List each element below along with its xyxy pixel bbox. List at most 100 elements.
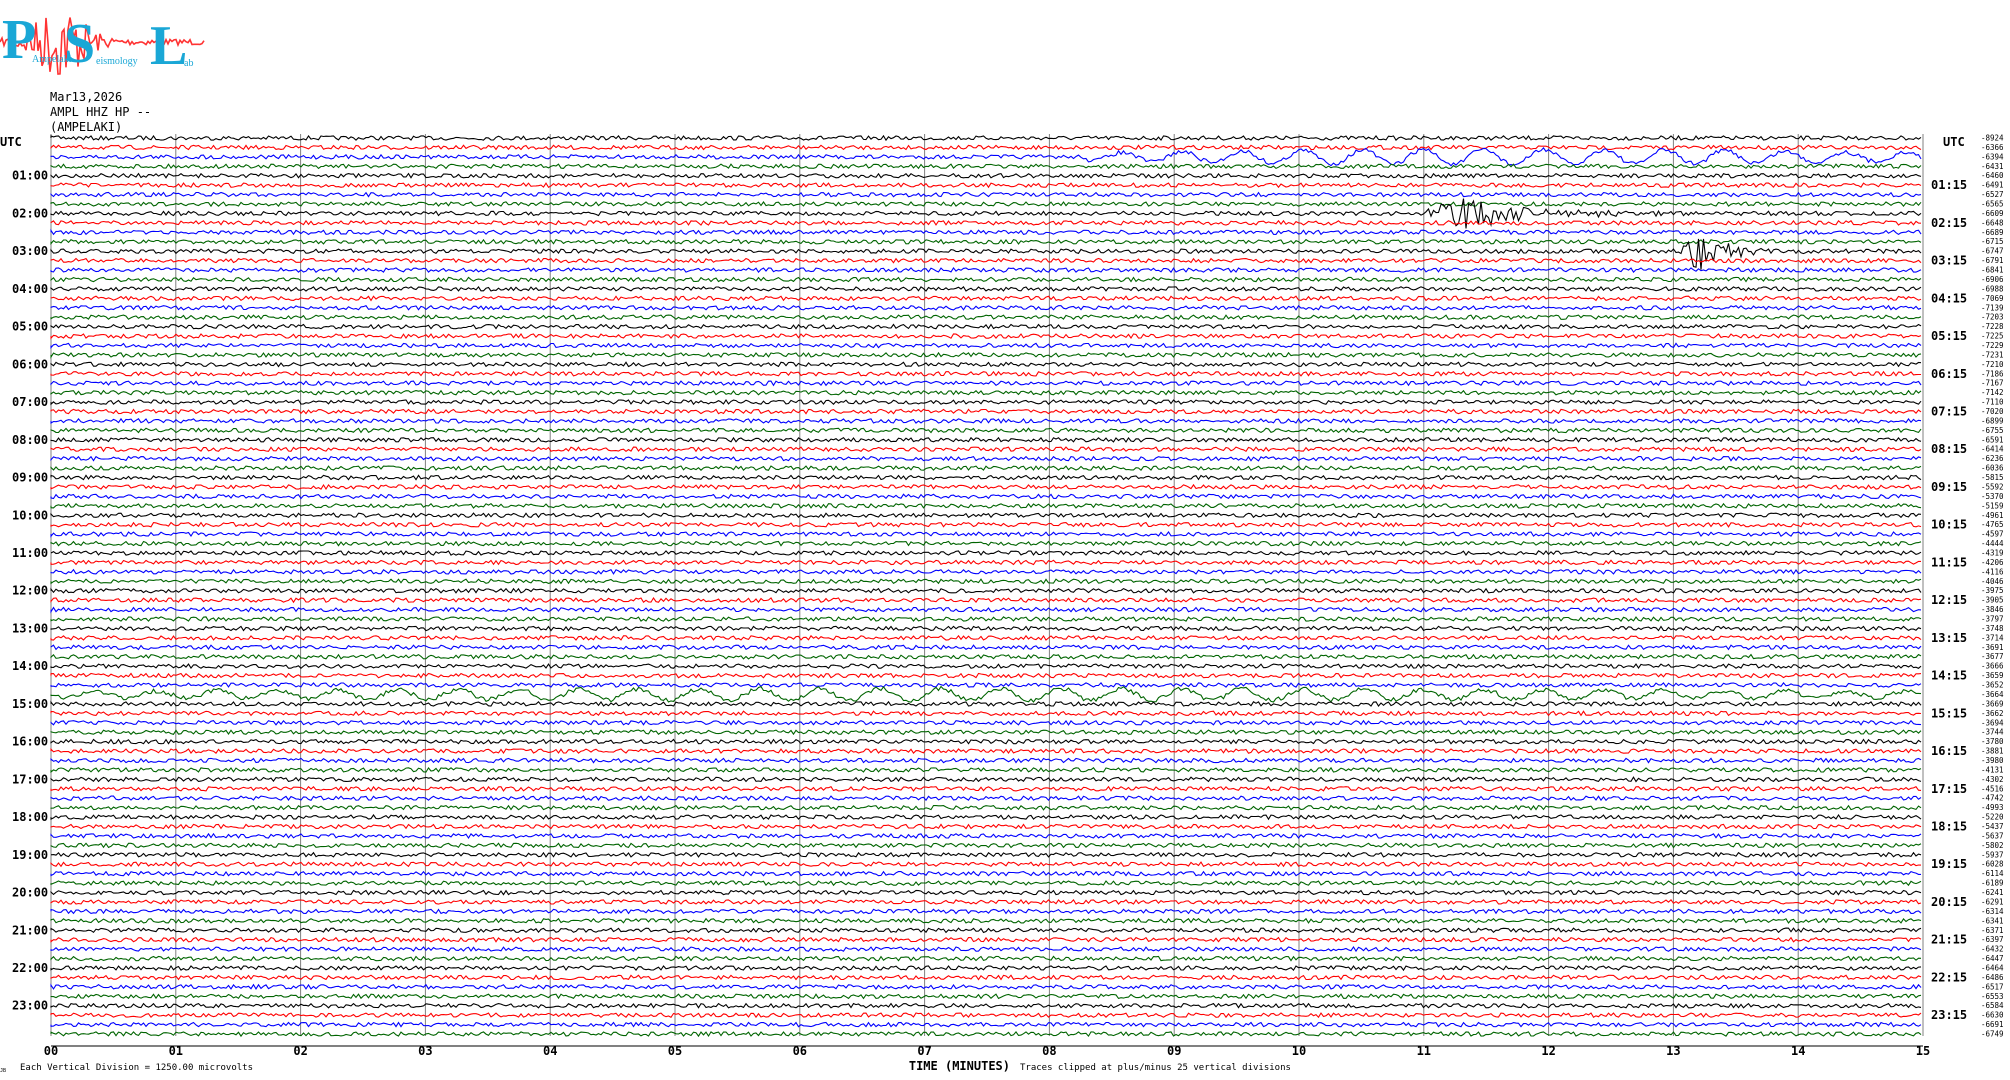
x-tick-label: 02 bbox=[293, 1044, 307, 1058]
left-hour-label: 05:00 bbox=[12, 320, 48, 334]
trace-line bbox=[50, 257, 1922, 264]
header-station: (AMPELAKI) bbox=[50, 120, 123, 134]
x-tick-label: 03 bbox=[418, 1044, 432, 1058]
trace-offset-label: -3677 bbox=[1981, 652, 2004, 661]
trace-offset-label: -5370 bbox=[1981, 492, 2004, 501]
trace-offset-label: -6397 bbox=[1981, 935, 2004, 944]
footer-scale: Each Vertical Division = 1250.00 microvo… bbox=[20, 1063, 253, 1073]
trace-offset-label: -6565 bbox=[1981, 200, 2004, 209]
trace-offset-label: -5937 bbox=[1981, 850, 2004, 859]
trace-line bbox=[50, 719, 1922, 726]
trace-line bbox=[50, 521, 1922, 528]
trace-offset-label: -6341 bbox=[1981, 916, 2004, 925]
trace-line bbox=[50, 578, 1922, 585]
trace-offset-label: -3659 bbox=[1981, 671, 2004, 680]
left-hour-label: 20:00 bbox=[12, 886, 48, 900]
trace-offset-label: -4444 bbox=[1981, 539, 2004, 548]
trace-line bbox=[50, 908, 1922, 915]
trace-offset-label: -7167 bbox=[1981, 379, 2004, 388]
trace-line bbox=[50, 823, 1922, 830]
trace-line bbox=[50, 596, 1922, 604]
trace-line bbox=[50, 191, 1922, 198]
trace-offset-label: -3881 bbox=[1981, 747, 2004, 756]
trace-line bbox=[50, 531, 1922, 538]
trace-line bbox=[50, 1021, 1922, 1028]
trace-offset-label: -4742 bbox=[1981, 794, 2004, 803]
right-hour-label: 20:15 bbox=[1931, 895, 1967, 909]
trace-offset-label: -6630 bbox=[1981, 1011, 2004, 1020]
trace-line bbox=[50, 700, 1922, 707]
trace-line bbox=[50, 842, 1922, 849]
footer-mark: JB bbox=[0, 1068, 6, 1074]
trace-offset-label: -6584 bbox=[1981, 1001, 2004, 1010]
trace-line bbox=[50, 201, 1922, 208]
psl-logo: P S L Ampelaki eismology ab bbox=[0, 9, 205, 77]
trace-line bbox=[50, 417, 1922, 424]
x-tick-label: 04 bbox=[543, 1044, 557, 1058]
trace-line bbox=[50, 625, 1922, 632]
trace-offset-label: -5592 bbox=[1981, 482, 2004, 491]
left-hour-label: 12:00 bbox=[12, 584, 48, 598]
right-hour-label: 03:15 bbox=[1931, 254, 1967, 268]
trace-offset-label: -7020 bbox=[1981, 407, 2004, 416]
trace-offset-label: -6447 bbox=[1981, 954, 2004, 963]
x-tick-label: 06 bbox=[793, 1044, 807, 1058]
trace-offset-label: -6609 bbox=[1981, 209, 2004, 218]
trace-offset-label: -4206 bbox=[1981, 558, 2004, 567]
trace-line bbox=[50, 936, 1922, 943]
trace-line bbox=[50, 993, 1922, 1000]
left-hour-label: 04:00 bbox=[12, 282, 48, 296]
trace-offset-label: -3714 bbox=[1981, 633, 2004, 642]
trace-line bbox=[50, 616, 1922, 623]
trace-line bbox=[50, 634, 1922, 641]
trace-line bbox=[50, 568, 1922, 575]
trace-line bbox=[50, 757, 1922, 764]
trace-line bbox=[50, 540, 1922, 547]
trace-line bbox=[50, 389, 1922, 396]
trace-line bbox=[50, 917, 1922, 924]
right-corner-label: UTC bbox=[1943, 135, 1965, 149]
left-hour-label: 03:00 bbox=[12, 244, 48, 258]
trace-line bbox=[50, 370, 1921, 377]
trace-line bbox=[50, 785, 1922, 792]
trace-offset-label: -7203 bbox=[1981, 313, 2004, 322]
x-tick-label: 08 bbox=[1042, 1044, 1056, 1058]
trace-line bbox=[50, 832, 1922, 840]
trace-line bbox=[50, 1002, 1922, 1009]
x-axis-title: TIME (MINUTES) bbox=[909, 1059, 1010, 1073]
trace-offset-label: -6899 bbox=[1981, 416, 2004, 425]
trace-line bbox=[50, 228, 1922, 236]
right-hour-label: 08:15 bbox=[1931, 442, 1967, 456]
trace-offset-label: -4993 bbox=[1981, 803, 2004, 812]
trace-offset-label: -6486 bbox=[1981, 973, 2004, 982]
trace-offset-label: -4961 bbox=[1981, 511, 2004, 520]
right-hour-label: 17:15 bbox=[1931, 782, 1967, 796]
left-hour-label: 13:00 bbox=[12, 621, 48, 635]
trace-line bbox=[50, 889, 1922, 896]
trace-line bbox=[50, 436, 1922, 443]
trace-line bbox=[50, 172, 1922, 179]
logo-letter-l: L bbox=[150, 15, 187, 77]
trace-line bbox=[50, 685, 1922, 703]
right-hour-label: 16:15 bbox=[1931, 744, 1967, 758]
right-hour-label: 13:15 bbox=[1931, 631, 1967, 645]
right-hour-label: 12:15 bbox=[1931, 593, 1967, 607]
trace-line bbox=[50, 147, 1922, 167]
trace-offset-label: -5815 bbox=[1981, 473, 2004, 482]
trace-offset-label: -6906 bbox=[1981, 275, 2004, 284]
trace-line bbox=[50, 502, 1922, 509]
trace-offset-label: -6236 bbox=[1981, 454, 2004, 463]
trace-line bbox=[50, 804, 1922, 811]
trace-line bbox=[50, 314, 1922, 321]
right-hour-label: 19:15 bbox=[1931, 857, 1967, 871]
left-hour-label: 14:00 bbox=[12, 659, 48, 673]
trace-offset-label: -3662 bbox=[1981, 709, 2004, 718]
trace-offset-label: -4516 bbox=[1981, 784, 2004, 793]
trace-offset-label: -6553 bbox=[1981, 992, 2004, 1001]
trace-line bbox=[50, 898, 1922, 905]
left-hour-label: 15:00 bbox=[12, 697, 48, 711]
trace-offset-label: -6036 bbox=[1981, 464, 2004, 473]
trace-offset-label: -6527 bbox=[1981, 190, 2004, 199]
trace-line bbox=[50, 198, 1922, 229]
trace-offset-label: -6749 bbox=[1981, 1030, 2004, 1039]
